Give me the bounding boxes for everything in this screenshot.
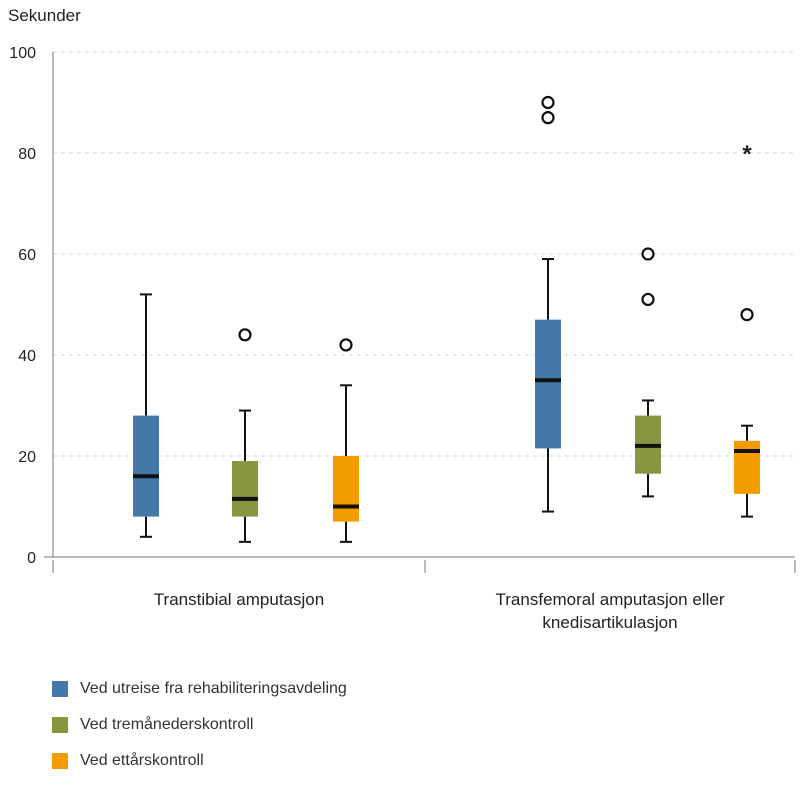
outlier-point bbox=[641, 292, 655, 307]
x-category-label: knedisartikulasjon bbox=[542, 613, 677, 632]
boxes: * bbox=[133, 95, 760, 543]
y-tick-label: 100 bbox=[9, 45, 36, 62]
y-axis-label: Sekunder bbox=[8, 6, 81, 25]
box bbox=[734, 440, 760, 494]
axes bbox=[44, 52, 796, 573]
legend-label: Ved utreise fra rehabiliteringsavdeling bbox=[80, 680, 347, 697]
grid bbox=[53, 51, 795, 457]
x-category-label: Transtibial amputasjon bbox=[154, 590, 324, 609]
outlier-point bbox=[541, 95, 555, 110]
legend-swatch bbox=[52, 681, 68, 697]
y-tick-label: 20 bbox=[18, 449, 36, 466]
box bbox=[333, 456, 359, 522]
outlier-point bbox=[641, 247, 655, 261]
x-category-label: Transfemoral amputasjon eller bbox=[496, 590, 725, 609]
legend-swatch bbox=[52, 753, 68, 769]
outlier-point bbox=[339, 338, 353, 352]
legend-item: Ved utreise fra rehabiliteringsavdeling bbox=[52, 680, 347, 698]
y-tick-label: 60 bbox=[18, 247, 36, 264]
box bbox=[232, 461, 258, 517]
outlier-point bbox=[238, 328, 252, 342]
legend-label: Ved ettårskontroll bbox=[80, 752, 204, 769]
y-tick-label: 40 bbox=[18, 348, 36, 365]
box bbox=[133, 415, 159, 517]
legend-label: Ved tremånederskontroll bbox=[80, 716, 254, 733]
legend-swatch bbox=[52, 717, 68, 733]
extreme-point: * bbox=[742, 141, 752, 168]
legend: Ved utreise fra rehabiliteringsavdeling V… bbox=[52, 680, 347, 788]
x-labels: Transtibial amputasjon Transfemoral amput… bbox=[154, 590, 725, 632]
boxplot-chart: Sekunder 0 20 40 60 80 100 Transtibial amputa… bbox=[8, 6, 796, 632]
y-tick-label: 0 bbox=[27, 550, 36, 567]
y-tick-label: 80 bbox=[18, 146, 36, 163]
y-ticks: 0 20 40 60 80 100 bbox=[9, 45, 36, 567]
legend-item: Ved ettårskontroll bbox=[52, 752, 347, 770]
box bbox=[535, 319, 561, 449]
outlier-point bbox=[740, 308, 754, 322]
outlier-point bbox=[541, 111, 555, 125]
legend-item: Ved tremånederskontroll bbox=[52, 716, 347, 734]
